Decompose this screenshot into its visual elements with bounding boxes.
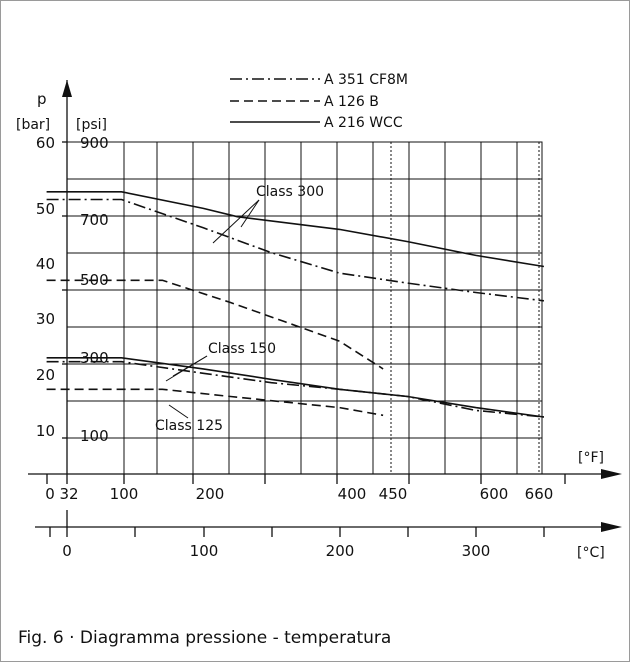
class-150-label: Class 150	[208, 341, 276, 357]
bar-tick-label: 30	[36, 310, 55, 328]
series-line-a-216-wcc-class-300	[46, 191, 545, 268]
bar-tick-label: 50	[36, 200, 55, 218]
class-125-label: Class 125	[155, 418, 223, 434]
legend-label: A 126 B	[324, 94, 379, 110]
fahrenheit-tick-label: 450	[379, 485, 408, 503]
class-150-leader	[165, 355, 208, 382]
psi-tick-label: 900	[80, 134, 109, 152]
fahrenheit-tick-label: 100	[110, 485, 139, 503]
class-300-label: Class 300	[256, 184, 324, 200]
series-line-a-351-cf8m-class-150	[46, 360, 544, 418]
bar-tick-label: 20	[36, 366, 55, 384]
fahrenheit-unit-label: [°F]	[578, 450, 604, 466]
legend	[230, 78, 320, 123]
class-125-leader	[168, 404, 189, 419]
fahrenheit-tick-label: 32	[59, 485, 78, 503]
chart-grid	[66, 141, 543, 475]
fahrenheit-tick-label: 200	[196, 485, 225, 503]
class-300-leader	[240, 199, 260, 228]
fahrenheit-tick-label: 0	[45, 485, 55, 503]
figure-caption: Fig. 6 · Diagramma pressione - temperatu…	[18, 628, 391, 648]
legend-label: A 216 WCC	[324, 115, 403, 131]
series-line-a-126-b-class-300	[46, 279, 384, 370]
legend-label: A 351 CF8M	[324, 72, 408, 88]
fahrenheit-tick-label: 400	[338, 485, 367, 503]
series-line-a-126-b-class-125	[46, 388, 384, 417]
bar-tick-label: 60	[36, 134, 55, 152]
celsius-tick-label: 100	[190, 542, 219, 560]
bar-tick-label: 10	[36, 422, 55, 440]
celsius-tick-label: 200	[326, 542, 355, 560]
celsius-axis-arrow	[601, 522, 622, 532]
celsius-tick-label: 300	[462, 542, 491, 560]
psi-tick-label: 700	[80, 211, 109, 229]
series-line-a-351-cf8m-class-300	[46, 198, 544, 302]
fahrenheit-tick-label: 600	[480, 485, 509, 503]
celsius-unit-label: [°C]	[577, 545, 605, 561]
bar-tick-label: 40	[36, 255, 55, 273]
pressure-symbol: p	[37, 90, 47, 108]
psi-tick-label: 100	[80, 427, 109, 445]
pressure-axis	[62, 80, 68, 484]
series-line-a-216-wcc-class-150	[46, 356, 545, 418]
fahrenheit-axis-arrow	[601, 469, 622, 479]
celsius-tick-label: 0	[62, 542, 72, 560]
fahrenheit-tick-label: 660	[525, 485, 554, 503]
psi-unit-label: [psi]	[76, 117, 107, 133]
pressure-axis-arrow	[62, 80, 72, 97]
bar-unit-label: [bar]	[16, 117, 50, 133]
class-300-leader	[212, 199, 260, 244]
class-leaders	[165, 199, 260, 419]
